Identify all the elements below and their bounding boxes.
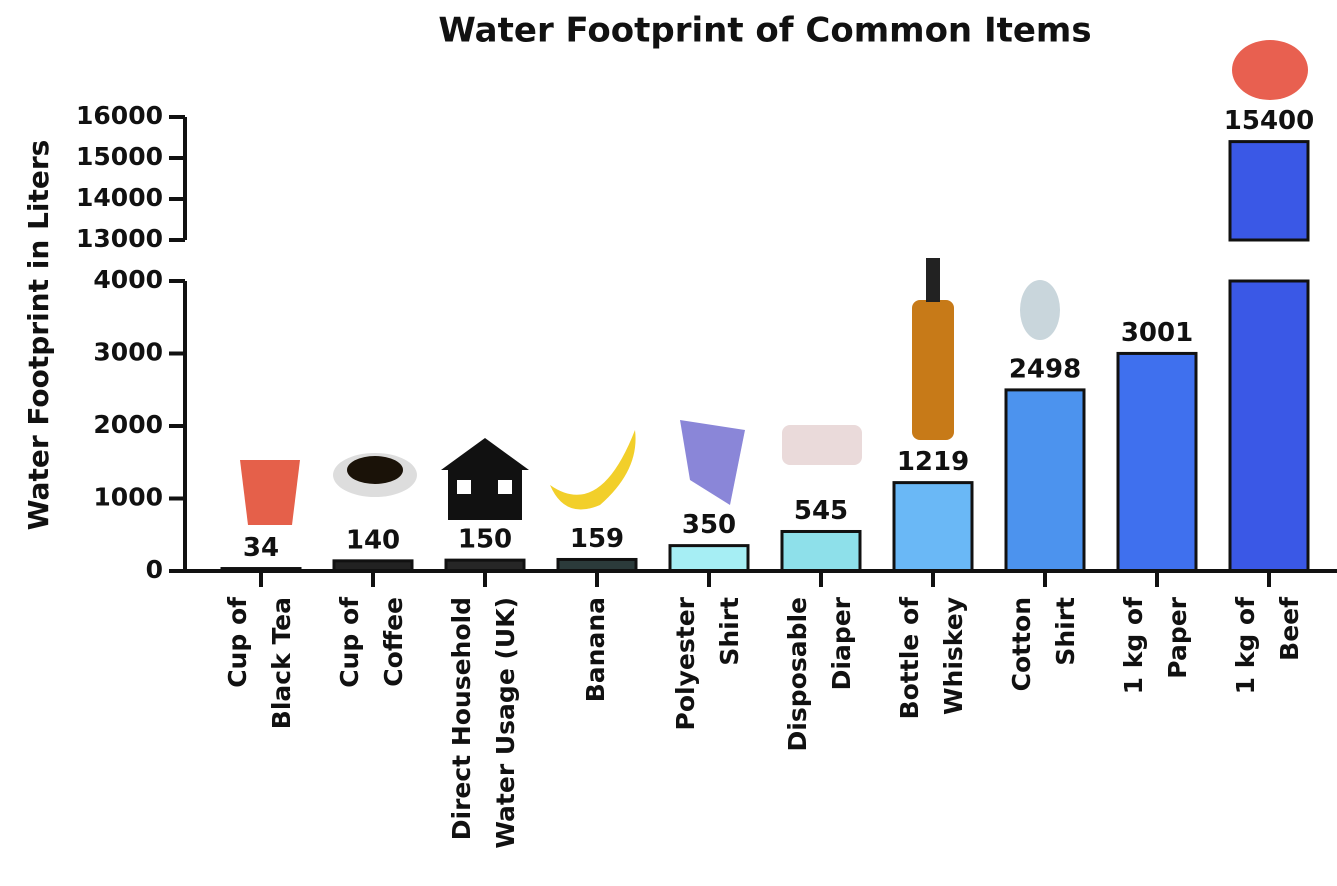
x-tick-label: Cup of: [335, 596, 364, 688]
tea-icon: [240, 460, 300, 525]
bar: [780, 529, 862, 573]
value-label: 140: [346, 525, 400, 555]
icons: [240, 40, 1308, 525]
x-tick-label: Disposable: [783, 597, 812, 751]
x-tick-label: Shirt: [1051, 597, 1080, 666]
value-label: 1219: [897, 447, 969, 477]
bar: [668, 544, 750, 573]
y-tick-label: 4000: [93, 265, 163, 294]
y-tick-label: 16000: [76, 101, 163, 130]
chart-title: Water Footprint of Common Items: [438, 11, 1091, 51]
y-tick-label: 13000: [76, 224, 163, 253]
x-tick-label: Black Tea: [267, 597, 296, 729]
house-icon: [441, 438, 529, 520]
bar: [1228, 140, 1310, 242]
y-tick-label: 2000: [93, 410, 163, 439]
diaper-icon: [782, 425, 862, 465]
x-tick-label: Water Usage (UK): [491, 597, 520, 849]
shirt-icon: [680, 420, 745, 505]
x-tick-label: Beef: [1275, 596, 1304, 661]
y-tick-label: 3000: [93, 338, 163, 367]
x-tick-label: Whiskey: [939, 597, 968, 715]
banana-icon: [550, 430, 636, 510]
house-window: [498, 480, 512, 494]
cotton-icon: [1020, 280, 1060, 340]
bar: [892, 481, 974, 573]
value-label: 150: [458, 525, 512, 555]
bar: [1228, 279, 1310, 573]
x-tick-label: Cotton: [1007, 597, 1036, 691]
value-label: 545: [794, 496, 848, 526]
value-label: 159: [570, 524, 624, 554]
house-window: [457, 480, 471, 494]
y-axis-label: Water Footprint in Liters: [22, 140, 55, 531]
value-label: 3001: [1121, 318, 1193, 348]
coffee-liquid: [347, 456, 403, 484]
x-tick-label: Paper: [1163, 596, 1192, 678]
x-tick-label: 1 kg of: [1231, 596, 1260, 694]
bottle-neck: [926, 258, 940, 302]
x-tick-label: Coffee: [379, 597, 408, 687]
y-tick-label: 14000: [76, 183, 163, 212]
x-tick-label: Banana: [581, 597, 610, 702]
x-tick-label: Cup of: [223, 596, 252, 688]
x-tick-label: Direct Household: [447, 597, 476, 840]
value-label: 15400: [1224, 106, 1314, 136]
x-tick-label: Bottle of: [895, 596, 924, 720]
value-label: 350: [682, 510, 736, 540]
x-tick-label: Shirt: [715, 597, 744, 666]
y-tick-label: 1000: [93, 483, 163, 512]
y-tick-label: 0: [146, 555, 163, 584]
bottle-icon: [912, 300, 954, 440]
x-tick-label: Polyester: [671, 596, 700, 730]
y-tick-label: 15000: [76, 142, 163, 171]
bar: [1004, 388, 1086, 573]
beef-icon: [1232, 40, 1308, 100]
x-tick-label: Diaper: [827, 596, 856, 690]
value-label: 2498: [1009, 354, 1081, 384]
value-label: 34: [243, 533, 279, 563]
x-tick-label: 1 kg of: [1119, 596, 1148, 694]
bar: [1116, 351, 1198, 573]
